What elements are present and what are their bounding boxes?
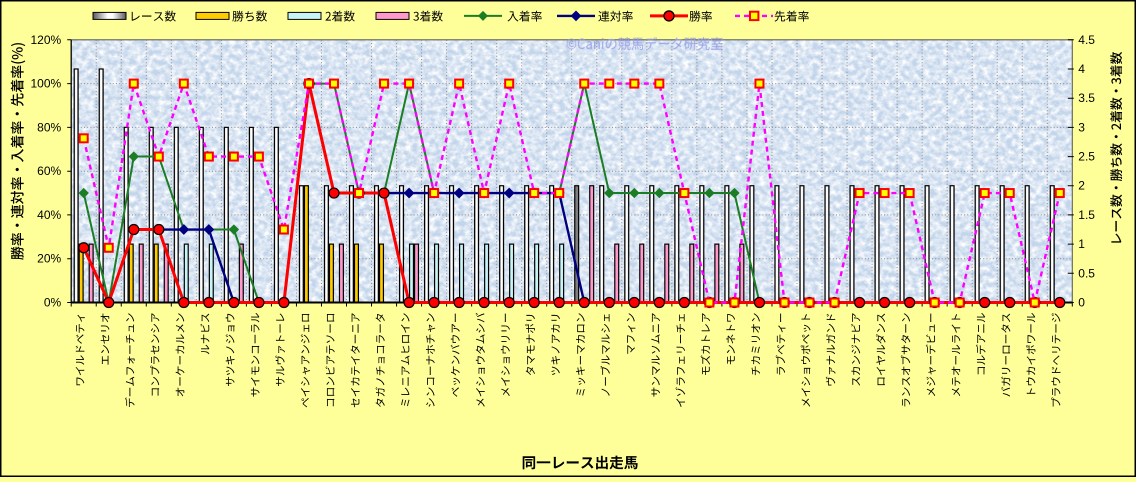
svg-text:4: 4: [1078, 62, 1085, 76]
svg-text:120%: 120%: [30, 33, 61, 47]
svg-text:60%: 60%: [37, 164, 61, 178]
svg-text:0: 0: [1078, 296, 1085, 310]
svg-text:3: 3: [1078, 120, 1085, 134]
svg-text:0%: 0%: [44, 296, 62, 310]
svg-text:4.5: 4.5: [1078, 33, 1095, 47]
svg-text:0.5: 0.5: [1078, 266, 1095, 280]
svg-text:1.5: 1.5: [1078, 208, 1095, 222]
svg-text:100%: 100%: [30, 77, 61, 91]
svg-text:1: 1: [1078, 237, 1085, 251]
svg-text:3.5: 3.5: [1078, 91, 1095, 105]
svg-text:20%: 20%: [37, 252, 61, 266]
svg-text:2: 2: [1078, 179, 1085, 193]
svg-text:80%: 80%: [37, 120, 61, 134]
svg-text:40%: 40%: [37, 208, 61, 222]
svg-text:2.5: 2.5: [1078, 150, 1095, 164]
